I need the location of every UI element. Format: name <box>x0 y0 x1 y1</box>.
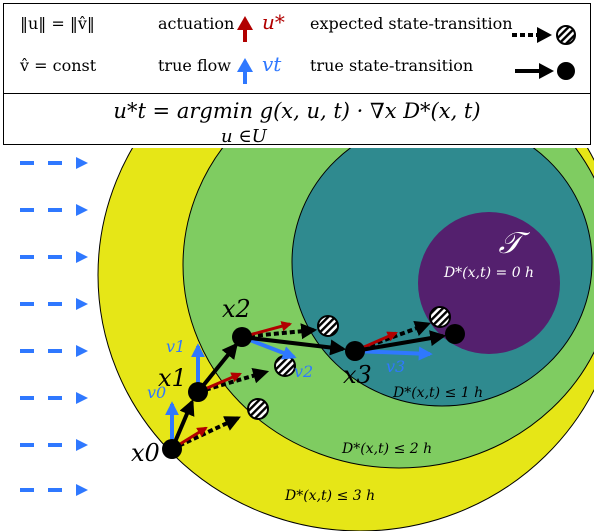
actuation-legend-arrow-icon <box>237 16 253 42</box>
region-1h-label: D*(x,t) ≤ 1 h <box>392 385 483 401</box>
legend-divider <box>4 93 590 94</box>
actuation-label: actuation <box>158 14 235 33</box>
true-flow-symbol: vt <box>262 52 282 76</box>
state-label-x0: x0 <box>131 439 160 467</box>
state-x3 <box>345 341 365 361</box>
true-flow-label: true flow <box>158 56 231 75</box>
constant-flow-equality: v̂ = const <box>20 56 97 75</box>
expected-state-2 <box>274 355 296 377</box>
target-region <box>418 212 560 354</box>
state-label-x3: x3 <box>343 361 372 389</box>
flow-field <box>20 157 88 496</box>
region-2h-label: D*(x,t) ≤ 2 h <box>341 441 432 457</box>
expected-state-1 <box>247 398 269 420</box>
state-label-x2: x2 <box>222 295 251 323</box>
flow-label-v2: v2 <box>294 362 313 381</box>
target-value-label: D*(x,t) = 0 h <box>443 265 534 281</box>
legend-box: ‖u‖ = ‖v̂‖ v̂ = const actuation true flo… <box>3 3 591 147</box>
flow-label-v3: v3 <box>386 357 405 376</box>
expected-transition-legend-icon <box>512 25 576 45</box>
flow-label-v1: v1 <box>166 337 185 356</box>
expected-state-4 <box>429 306 451 328</box>
state-x0 <box>162 439 182 459</box>
state-x2 <box>232 327 252 347</box>
true-flow-legend-arrow-icon <box>237 58 253 84</box>
policy-equation: u*t = argmin g(x, u, t) · ∇x D*(x, t) <box>113 99 481 123</box>
state-x4 <box>445 324 465 344</box>
actuation-symbol: u* <box>262 10 285 34</box>
state-label-x1: x1 <box>158 364 187 392</box>
true-states <box>162 324 465 459</box>
norm-equality: ‖u‖ = ‖v̂‖ <box>20 14 95 33</box>
expected-state-3 <box>317 315 339 337</box>
expected-states <box>247 306 451 420</box>
region-3h-label: D*(x,t) ≤ 3 h <box>284 488 375 504</box>
state-x1 <box>188 382 208 402</box>
expected-transition-label: expected state-transition <box>310 14 513 33</box>
policy-equation-subscript: u ∈U <box>221 126 267 147</box>
flow-label-v0: v0 <box>147 383 166 402</box>
true-transition-label: true state-transition <box>310 56 474 75</box>
true-transition-legend-icon <box>515 62 575 80</box>
